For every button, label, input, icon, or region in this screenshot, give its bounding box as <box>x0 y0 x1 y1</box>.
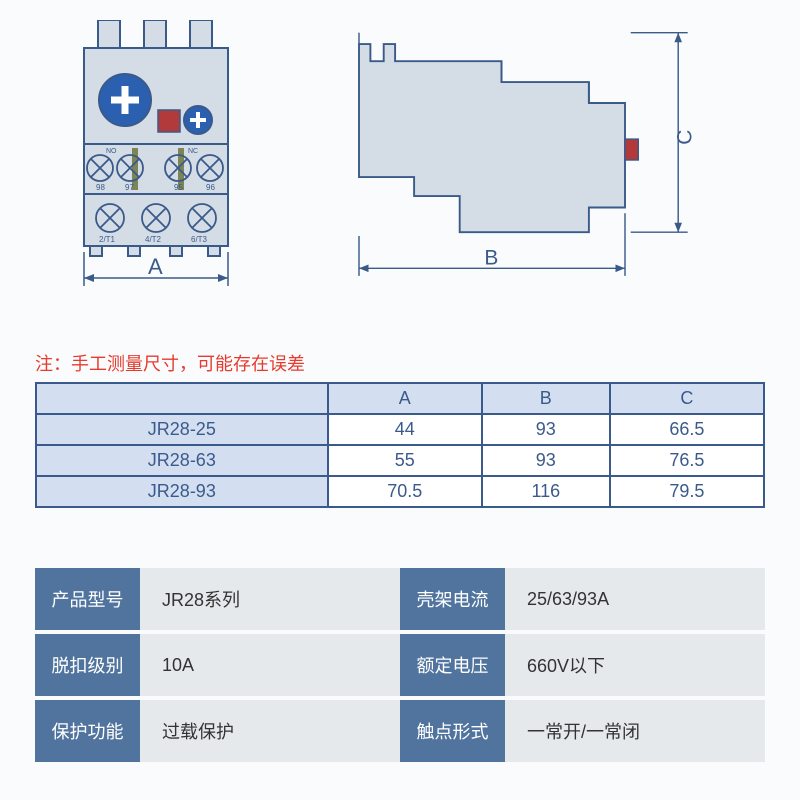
table-row: JR28-63 55 93 76.5 <box>36 445 764 476</box>
spec-grid: 产品型号 JR28系列 壳架电流 25/63/93A 脱扣级别 10A 额定电压… <box>35 568 765 766</box>
terminal-98: 98 <box>96 183 105 192</box>
spec-value: JR28系列 <box>140 568 400 634</box>
val-cell: 116 <box>482 476 610 507</box>
dim-th-blank <box>36 383 328 414</box>
terminal-97: 97 <box>125 183 134 192</box>
dimension-table: A B C JR28-25 44 93 66.5 JR28-63 55 93 7… <box>35 382 765 508</box>
terminal-96: 96 <box>206 183 215 192</box>
terminal-95: 95 <box>174 183 183 192</box>
table-row: JR28-25 44 93 66.5 <box>36 414 764 445</box>
spec-label: 触点形式 <box>400 700 505 766</box>
val-cell: 44 <box>328 414 482 445</box>
measurement-note: 注：手工测量尺寸，可能存在误差 <box>35 350 305 376</box>
dim-th-B: B <box>482 383 610 414</box>
dim-th-C: C <box>610 383 764 414</box>
terminal-NC: NC <box>188 148 198 155</box>
dim-label-B: B <box>484 247 498 270</box>
terminal-NO: NO <box>106 148 117 155</box>
model-cell: JR28-93 <box>36 476 328 507</box>
spec-value: 660V以下 <box>505 634 765 700</box>
spec-value: 过载保护 <box>140 700 400 766</box>
model-cell: JR28-25 <box>36 414 328 445</box>
spec-label: 保护功能 <box>35 700 140 766</box>
spec-label: 壳架电流 <box>400 568 505 634</box>
table-row: JR28-93 70.5 116 79.5 <box>36 476 764 507</box>
relay-side-view: B C <box>340 20 720 300</box>
dim-th-A: A <box>328 383 482 414</box>
val-cell: 55 <box>328 445 482 476</box>
val-cell: 93 <box>482 445 610 476</box>
spec-value: 25/63/93A <box>505 568 765 634</box>
dim-label-A: A <box>148 254 163 279</box>
diagram-area: 98 97 NO 95 96 NC 2/T1 4/T2 6/T3 A <box>30 10 770 340</box>
spec-label: 脱扣级别 <box>35 634 140 700</box>
spec-value: 一常开/一常闭 <box>505 700 765 766</box>
val-cell: 79.5 <box>610 476 764 507</box>
val-cell: 66.5 <box>610 414 764 445</box>
relay-front-view: 98 97 NO 95 96 NC 2/T1 4/T2 6/T3 A <box>70 20 270 300</box>
spec-label: 额定电压 <box>400 634 505 700</box>
spec-label: 产品型号 <box>35 568 140 634</box>
terminal-6T3: 6/T3 <box>191 235 208 244</box>
val-cell: 70.5 <box>328 476 482 507</box>
terminal-4T2: 4/T2 <box>145 235 162 244</box>
model-cell: JR28-63 <box>36 445 328 476</box>
spec-value: 10A <box>140 634 400 700</box>
val-cell: 76.5 <box>610 445 764 476</box>
val-cell: 93 <box>482 414 610 445</box>
terminal-2T1: 2/T1 <box>99 235 116 244</box>
dim-label-C: C <box>674 130 697 145</box>
